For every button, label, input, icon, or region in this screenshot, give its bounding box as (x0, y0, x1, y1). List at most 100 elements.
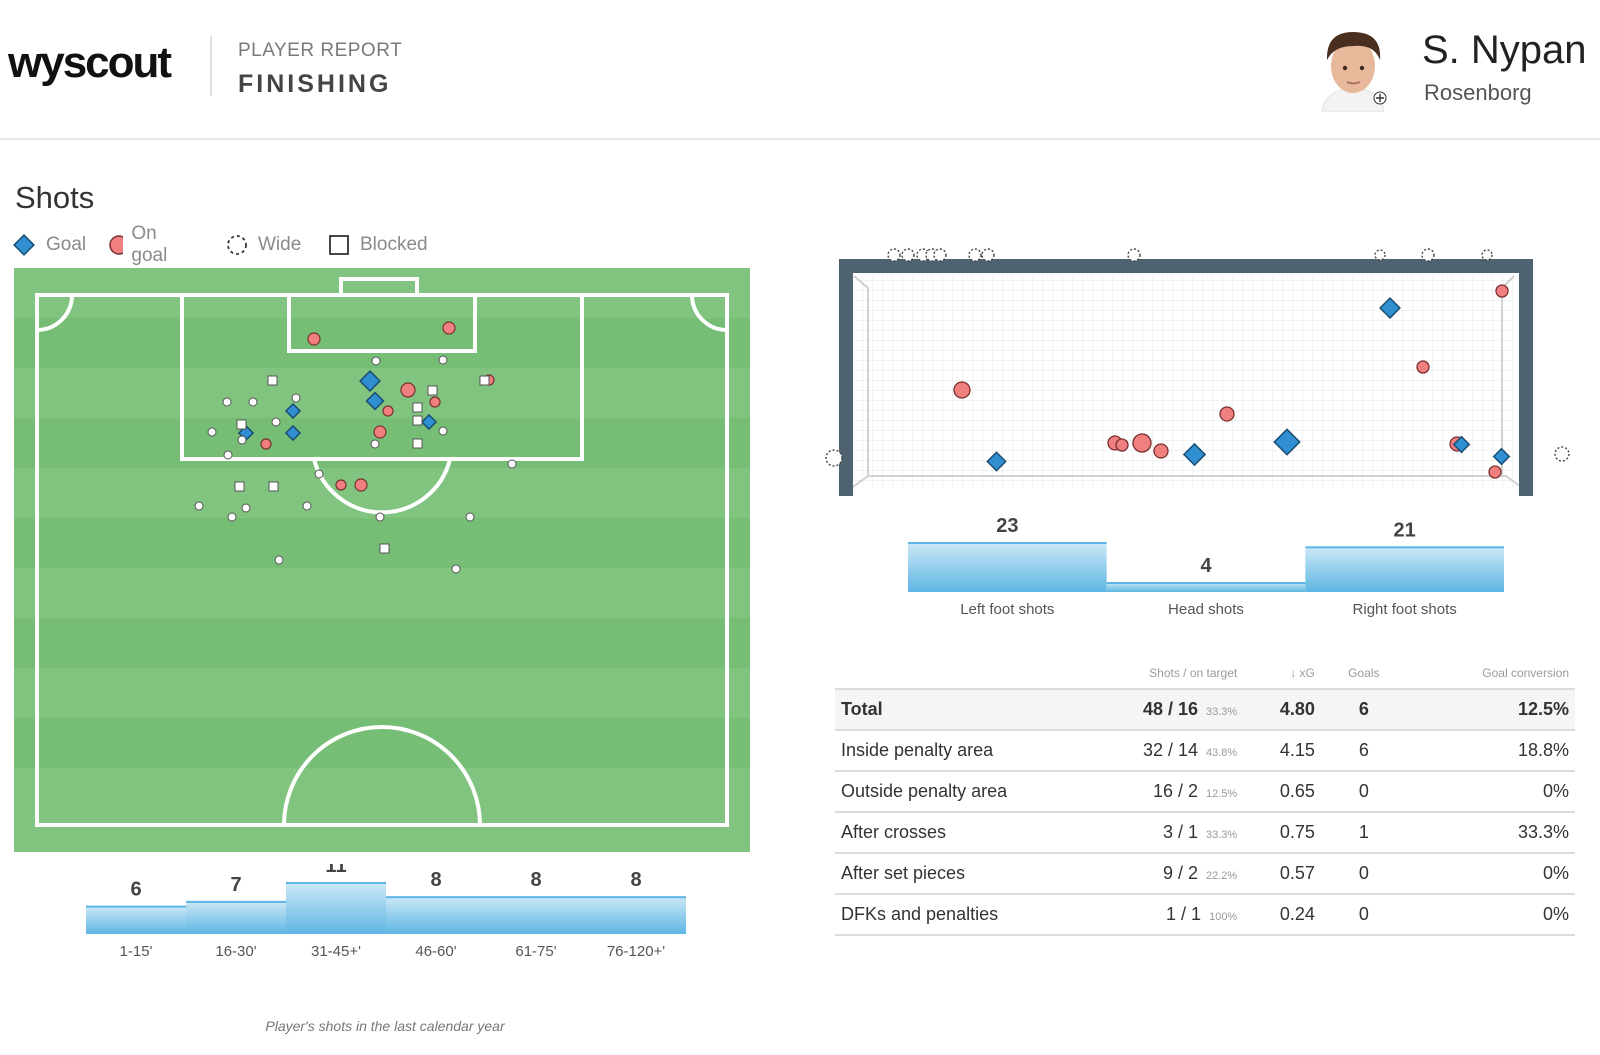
stats-row-shots-text: 1 / 1 (1166, 904, 1202, 924)
stats-row-goals: 0 (1320, 893, 1407, 936)
stats-row-on-target-pct: 12.5% (1206, 788, 1238, 800)
player-name: S. Nypan (1422, 28, 1587, 72)
time-bin-bar-top (486, 896, 586, 899)
stats-row-goals-text: 0 (1358, 863, 1369, 883)
body-part-category-label: Left foot shots (960, 601, 1054, 618)
stats-row-xg: 0.24 (1243, 893, 1321, 936)
time-bin-category-label: 16-30' (215, 943, 256, 960)
goal-shot-positions (825, 248, 1570, 479)
stats-row-conversion-text: 0% (1542, 863, 1569, 883)
body-part-bar-top (908, 542, 1107, 544)
goal-shot-marker (420, 413, 438, 431)
square-icon (329, 235, 349, 255)
stats-row-label-text: Total (841, 699, 883, 719)
stats-row-label-text: Outside penalty area (841, 781, 1008, 801)
time-bin-bar (286, 882, 386, 934)
body-part-category-label: Head shots (1168, 601, 1244, 618)
stats-row-conversion-text: 33.3% (1517, 822, 1569, 842)
stats-row-goals-text: 0 (1358, 904, 1369, 924)
on-goal-shot-marker (260, 438, 272, 450)
body-part-bar (1106, 582, 1306, 592)
stats-row-label: After crosses (835, 811, 1102, 853)
on-goal-shot-marker (429, 396, 441, 408)
goal-frame (839, 259, 1533, 496)
stats-row-conversion-text: 0% (1542, 904, 1569, 924)
body-part-bar-top (1106, 582, 1306, 584)
stats-row-goals-text: 0 (1358, 781, 1369, 801)
stats-row-on-target-pct: 33.3% (1206, 706, 1238, 718)
time-bin-bar-top (586, 896, 686, 899)
stats-row: Total 48 / 16 33.3% 4.80 6 12.5% (835, 688, 1575, 730)
on-goal-shot-marker (307, 332, 321, 346)
report-header: wyscout PLAYER REPORT FINISHING S. Nypan… (0, 0, 1600, 140)
stats-row-label: DFKs and penalties (835, 893, 1102, 936)
stats-row-conversion-text: 12.5% (1517, 699, 1569, 719)
body-part-bar-top (1305, 546, 1504, 549)
stats-row-conversion: 0% (1406, 852, 1575, 894)
stats-row-conversion-text: 0% (1542, 781, 1569, 801)
shot-map-pitch (14, 268, 750, 852)
time-bin-bar-top (386, 896, 486, 899)
on-goal-shot-marker (442, 321, 456, 335)
legend-wide: Wide (224, 230, 301, 260)
stats-row: Inside penalty area 32 / 14 43.8% 4.15 6 18.8… (835, 729, 1575, 771)
on-goal-shot-marker (382, 405, 394, 417)
legend-goal: Goal (10, 230, 86, 260)
stats-row-xg-text: 0.75 (1279, 822, 1315, 842)
stats-row-shots: 32 / 14 43.8% (1101, 729, 1244, 771)
time-bin-category-label: 46-60' (415, 943, 456, 960)
stats-row-label-text: Inside penalty area (841, 740, 994, 760)
stats-row-conversion: 0% (1406, 893, 1575, 936)
on-goal-shot-marker (373, 425, 387, 439)
shots-section-title: Shots (15, 180, 95, 215)
stats-row-label: Total (835, 688, 1102, 730)
stats-row-shots: 1 / 1 100% (1101, 893, 1244, 936)
stats-row: After set pieces 9 / 2 22.2% 0.57 0 0% (835, 852, 1575, 894)
stats-header-shots: Shots / on target (1149, 666, 1238, 680)
stats-row-conversion: 18.8% (1406, 729, 1575, 771)
stats-row-goals: 0 (1320, 770, 1407, 812)
stats-row-conversion: 12.5% (1406, 688, 1575, 730)
legend-blocked: Blocked (326, 230, 428, 260)
stats-body: Total 48 / 16 33.3% 4.80 6 12.5% Inside penalt… (835, 688, 1575, 936)
time-bin-category-label: 76-120+' (607, 943, 665, 960)
stats-row-label-text: After crosses (841, 822, 947, 842)
pitch-lines (35, 277, 729, 827)
stats-row-xg: 0.75 (1243, 811, 1321, 853)
wyscout-logo: wyscout (8, 38, 172, 87)
time-bin-category-label: 61-75' (515, 943, 556, 960)
stats-row-shots: 3 / 1 33.3% (1101, 811, 1244, 853)
stats-row-on-target-pct: 43.8% (1206, 747, 1238, 759)
stats-row-goals: 0 (1320, 852, 1407, 894)
stats-header-category (835, 664, 1101, 689)
time-bin-bar (586, 896, 686, 934)
time-bin-bar-top (86, 905, 186, 908)
body-part-category-label: Right foot shots (1353, 601, 1457, 618)
stats-row-on-target-pct: 100% (1209, 911, 1238, 923)
stats-row: Outside penalty area 16 / 2 12.5% 0.65 0 0% (835, 770, 1575, 812)
stats-header-xg[interactable]: ↓ xG (1290, 666, 1315, 680)
header-divider (210, 36, 212, 96)
circle-icon (109, 235, 124, 255)
stats-row: DFKs and penalties 1 / 1 100% 0.24 0 0% (835, 893, 1575, 936)
body-part-value-label: 21 (1394, 519, 1416, 541)
on-goal-shot-marker (400, 382, 416, 398)
time-bin-bar-top (186, 900, 286, 903)
goal-placement-chart (825, 248, 1570, 496)
on-goal-shot-marker (354, 478, 368, 492)
stats-row-goals: 6 (1320, 688, 1407, 730)
pitch-stripes (14, 318, 750, 768)
stats-row-shots-text: 16 / 2 (1152, 781, 1199, 801)
stats-row-goals-text: 6 (1358, 740, 1369, 760)
stats-row-conversion: 0% (1406, 770, 1575, 812)
player-avatar (1312, 26, 1394, 112)
stats-header-row: Shots / on target ↓ xG Goals Goal conver… (835, 664, 1575, 689)
time-bin-value-label: 7 (230, 874, 241, 896)
stats-row-shots-text: 48 / 16 (1142, 699, 1199, 719)
stats-row-goals-text: 1 (1358, 822, 1369, 842)
legend-wide-label: Wide (258, 234, 302, 255)
wide-and-blocked-markers (194, 355, 517, 574)
diamond-icon (13, 234, 35, 256)
stats-row-shots-text: 3 / 1 (1162, 822, 1199, 842)
time-bin-value-label: 6 (130, 879, 141, 901)
